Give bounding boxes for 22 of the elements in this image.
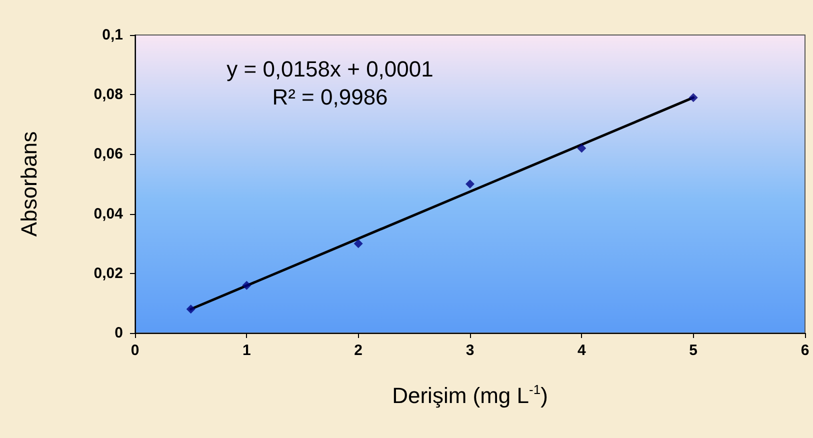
x-tick-label: 4 (577, 342, 586, 359)
y-tick-label: 0,04 (94, 205, 124, 222)
point (242, 280, 252, 290)
annotation: R² = 0,9986 (272, 84, 388, 110)
y-tick-label: 0,02 (94, 264, 123, 282)
y-tick-label: 0 (114, 324, 123, 342)
x-tick-label: 3 (466, 342, 474, 359)
y-tick-label: 0,06 (94, 146, 123, 163)
point (186, 304, 196, 314)
x-tick-label: 0 (130, 342, 140, 359)
y-tick-label: 0,08 (94, 86, 123, 104)
x-tick-label: 5 (689, 342, 698, 359)
x-tick-label: 2 (354, 342, 363, 359)
point (577, 144, 586, 153)
annotation: y = 0,0158x + 0,0001 (226, 56, 434, 82)
x-tick-label: 6 (800, 342, 810, 359)
y-axis-title: Absorbans (16, 131, 42, 237)
point (688, 93, 698, 102)
point (354, 239, 363, 248)
point (466, 180, 474, 188)
x-tick-label: 1 (242, 342, 251, 359)
y-tick-label: 0,1 (102, 26, 123, 44)
